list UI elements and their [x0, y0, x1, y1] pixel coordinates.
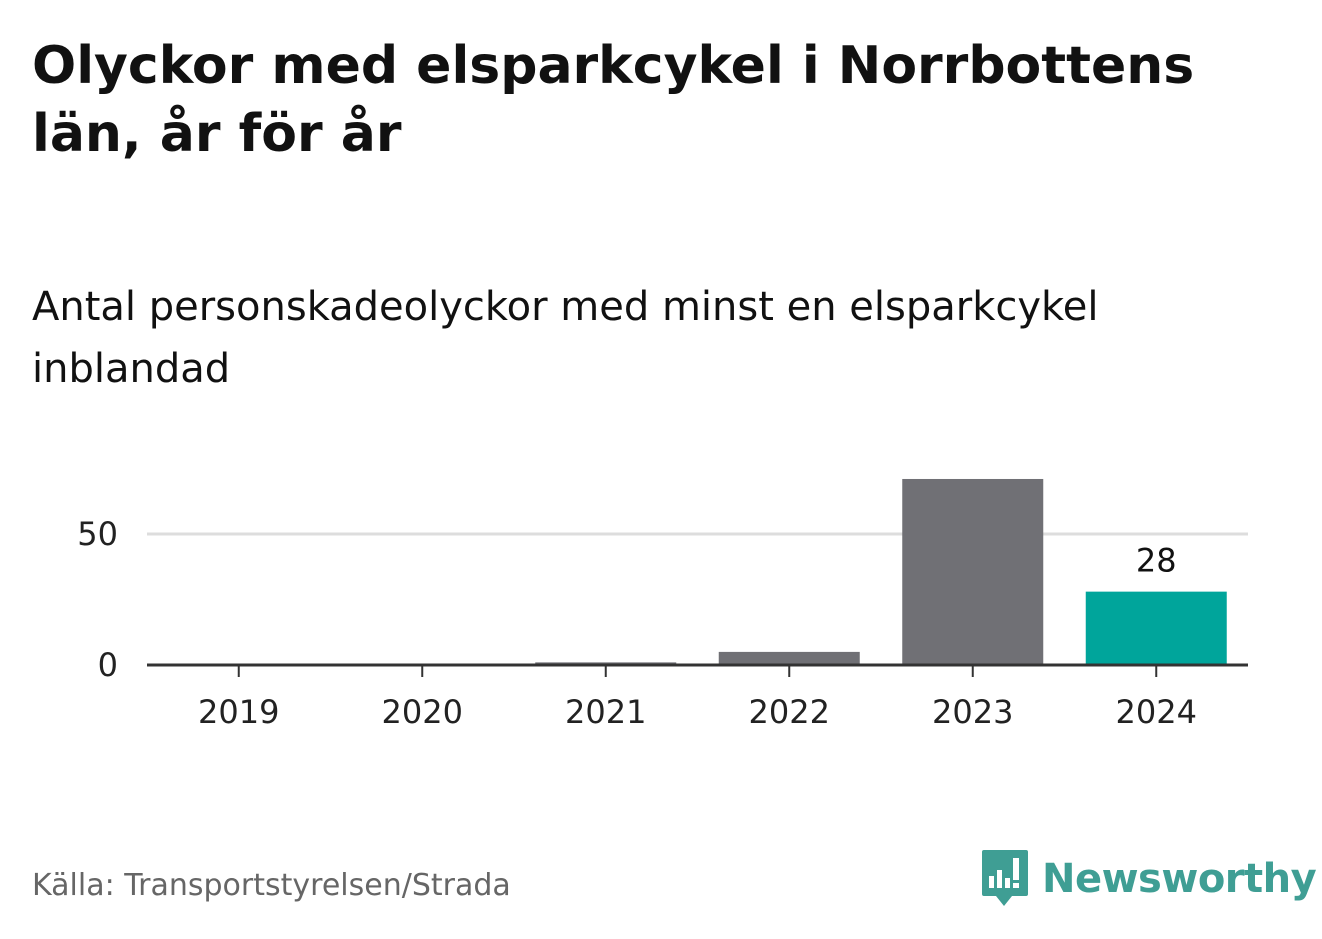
x-tick-label-2020: 2020 — [382, 693, 463, 731]
y-tick-label-0: 0 — [98, 646, 118, 684]
source-note: Källa: Transportstyrelsen/Strada — [32, 868, 511, 903]
newsworthy-bar-chart-icon — [982, 850, 1028, 906]
logo-wordmark: Newsworthy — [1042, 856, 1317, 902]
x-tick-label-2022: 2022 — [749, 693, 830, 731]
bar-chart: 0 50 28 2019 2020 2021 2022 2023 2024 — [77, 478, 1248, 731]
newsworthy-logo: Newsworthy — [980, 848, 1317, 910]
x-tick-label-2023: 2023 — [932, 693, 1013, 731]
bar-2022 — [718, 651, 860, 665]
x-tick-label-2019: 2019 — [198, 693, 279, 731]
x-tick-label-2024: 2024 — [1116, 693, 1197, 731]
bar-2024 — [1085, 591, 1227, 665]
y-tick-label-50: 50 — [77, 515, 118, 553]
x-tick-label-2021: 2021 — [565, 693, 646, 731]
bar-2023 — [902, 478, 1044, 665]
data-label-2024: 28 — [1136, 542, 1177, 580]
chart-title: Olyckor med elsparkcykel i Norrbottens l… — [32, 36, 1195, 164]
chart-subtitle: Antal personskadeolyckor med minst en el… — [32, 284, 1099, 392]
